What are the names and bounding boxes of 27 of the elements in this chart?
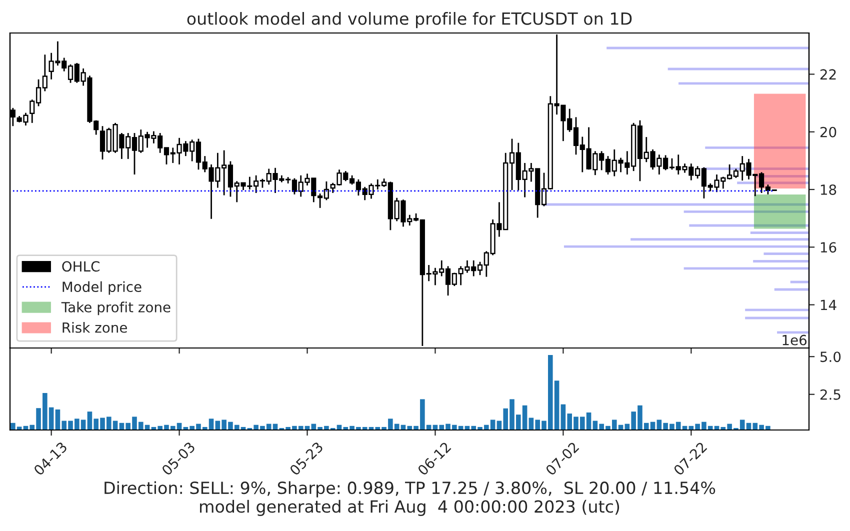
bar: [764, 252, 809, 255]
bar: [630, 238, 809, 241]
bar: [750, 231, 809, 234]
y-tick-label: 20: [820, 126, 836, 138]
bar: [705, 146, 809, 149]
y-tick-label: 5.0: [820, 352, 841, 362]
bar: [684, 267, 809, 270]
bar: [737, 182, 809, 184]
y-tick-label: 18: [820, 184, 836, 195]
bar: [684, 210, 809, 213]
legend-label: Model price: [62, 281, 142, 295]
bar: [678, 82, 809, 85]
y-tick-label: 16: [820, 242, 836, 253]
y-tick-label: 22: [820, 69, 836, 80]
y-tick-label: 2.5: [820, 389, 840, 400]
annotation: 1e6: [782, 334, 807, 346]
legend-label: OHLC: [62, 261, 100, 272]
bar: [564, 245, 809, 248]
chart-title: outlook model and volume profile for ETCUSDT on 1D: [187, 12, 632, 28]
bar: [753, 260, 809, 262]
y-tick-label: 14: [820, 300, 836, 310]
bar: [777, 331, 809, 334]
bar: [745, 316, 809, 320]
bar: [745, 308, 809, 312]
legend-label: Risk zone: [62, 322, 127, 333]
x-axis-title: Direction: SELL: 9%, Sharpe: 0.989, TP 17.25 / 3.80%, SL 20.00 / 11.54% model generated at Fri Aug 4 00:00:00 2023 (utc): [104, 481, 716, 516]
legend-label: Take profit zone: [61, 302, 170, 316]
